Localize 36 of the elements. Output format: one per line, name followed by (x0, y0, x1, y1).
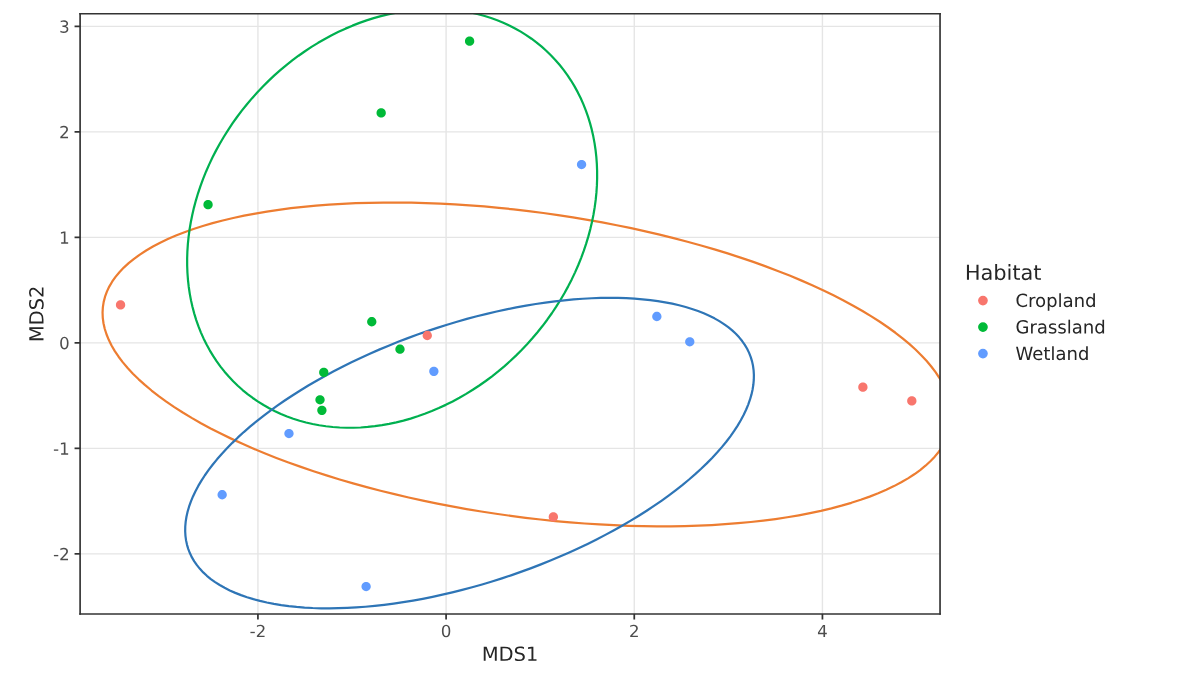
point (652, 311, 662, 322)
point (319, 367, 329, 378)
point (315, 395, 325, 405)
point (422, 330, 432, 341)
point (464, 36, 475, 46)
point (361, 581, 371, 592)
y-tick-label: 0 (60, 336, 69, 350)
y-tick-label: -1 (53, 442, 69, 455)
point (907, 396, 917, 406)
point (367, 317, 377, 327)
point (284, 428, 294, 439)
point (395, 344, 405, 354)
x-tick-label: 0 (441, 624, 451, 638)
x-axis-title: MDS1 (483, 646, 537, 662)
x-tick-label: -2 (250, 624, 265, 638)
y-tick-label: 2 (60, 125, 69, 139)
point (217, 490, 227, 500)
y-tick-label: 1 (60, 231, 69, 244)
x-tick-label: 2 (630, 624, 638, 638)
point (548, 512, 559, 522)
legend-title: Habitat (966, 264, 1041, 281)
point (576, 159, 587, 170)
point (429, 366, 439, 376)
y-tick-label: 3 (60, 20, 69, 33)
x-tick-label: 4 (817, 624, 827, 638)
y-tick-label: -2 (53, 547, 69, 561)
legend-label: Wetland (1016, 346, 1088, 361)
legend-label: Cropland (1016, 293, 1095, 311)
point (203, 200, 213, 210)
point (376, 108, 386, 118)
legend-label: Grassland (1016, 319, 1105, 334)
point (685, 337, 695, 347)
point (858, 382, 868, 392)
y-axis-title: MDS2 (29, 287, 44, 341)
point (115, 300, 126, 310)
point (317, 405, 327, 416)
